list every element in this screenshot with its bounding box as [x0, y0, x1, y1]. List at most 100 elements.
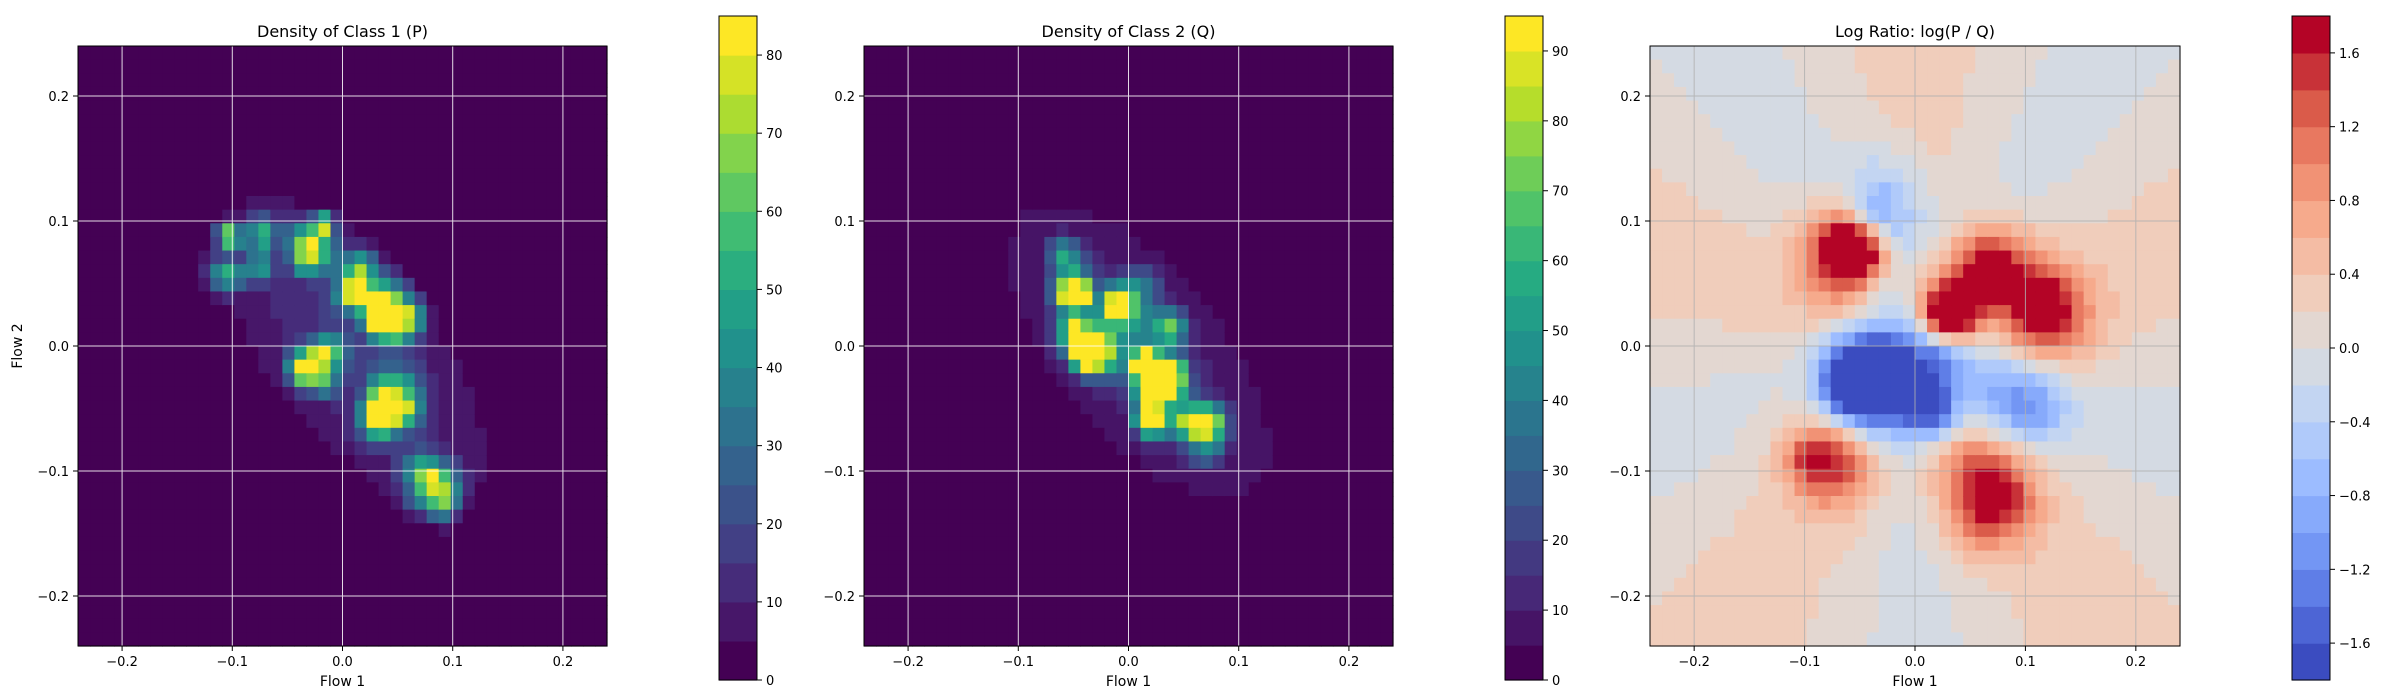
heatmap-cell [864, 100, 877, 115]
heatmap-cell [522, 550, 536, 565]
heatmap-cell [126, 632, 139, 647]
heatmap-cell [474, 618, 488, 633]
heatmap-cell [1368, 414, 1382, 429]
heatmap-cell [510, 523, 524, 538]
heatmap-cell [222, 182, 235, 197]
heatmap-cell [1344, 291, 1358, 306]
heatmap-cell [402, 127, 416, 143]
colorbar-level [719, 16, 757, 56]
heatmap-cell [972, 46, 985, 61]
heatmap-cell [534, 59, 548, 74]
heatmap-cell [1296, 141, 1310, 156]
heatmap-cell [1008, 264, 1021, 279]
heatmap-cell [210, 196, 223, 211]
heatmap-cell [234, 455, 247, 470]
heatmap-cell [258, 127, 271, 143]
heatmap-cell [984, 536, 997, 552]
heatmap-cell [426, 496, 440, 511]
heatmap-cell [534, 250, 548, 265]
heatmap-cell [1710, 73, 1723, 88]
heatmap-cell [1080, 373, 1094, 388]
heatmap-cell [474, 127, 488, 143]
heatmap-cell [1380, 127, 1394, 143]
heatmap-cell [222, 455, 235, 470]
heatmap-cell [996, 127, 1009, 143]
heatmap-cell [306, 496, 320, 511]
heatmap-cell [1686, 277, 1699, 293]
heatmap-cell [1032, 359, 1045, 374]
heatmap-cell [522, 209, 536, 224]
heatmap-cell [1332, 264, 1346, 279]
heatmap-cell [924, 591, 937, 606]
heatmap-cell [1794, 209, 1808, 224]
heatmap-cell [1332, 605, 1346, 620]
colorbar-level [1505, 120, 1543, 157]
heatmap-cell [1842, 100, 1856, 115]
heatmap-cell [1284, 618, 1298, 633]
heatmap-cell [402, 155, 416, 170]
heatmap-cell [1308, 141, 1322, 156]
heatmap-cell [486, 386, 500, 402]
heatmap-cell [1092, 155, 1106, 170]
heatmap-cell [876, 141, 889, 156]
heatmap-cell [1080, 455, 1094, 470]
heatmap-cell [1698, 441, 1711, 456]
heatmap-cell [1044, 264, 1057, 279]
heatmap-cell [972, 509, 985, 524]
heatmap-cell [1890, 386, 1904, 402]
heatmap-cell [1806, 482, 1820, 497]
heatmap-cell [1116, 577, 1130, 593]
heatmap-cell [150, 618, 163, 633]
heatmap-cell [474, 59, 488, 74]
heatmap-cell [102, 182, 115, 197]
heatmap-cell [1674, 618, 1687, 633]
heatmap-cell [318, 346, 332, 361]
heatmap-cell [1866, 414, 1880, 429]
heatmap-cell [1830, 427, 1844, 443]
heatmap-cell [1332, 291, 1346, 306]
heatmap-cell [438, 618, 452, 633]
heatmap-cell [450, 536, 464, 552]
heatmap-cell [984, 46, 997, 61]
heatmap-cell [366, 155, 380, 170]
heatmap-cell [366, 264, 380, 279]
heatmap-cell [90, 523, 103, 538]
heatmap-cell [1854, 386, 1868, 402]
heatmap-cell [222, 168, 235, 183]
heatmap-cell [1236, 359, 1250, 374]
heatmap-cell [1332, 632, 1346, 647]
heatmap-cell [330, 250, 344, 265]
heatmap-cell [936, 605, 949, 620]
heatmap-cell [510, 223, 524, 238]
heatmap-cell [582, 523, 596, 538]
heatmap-cell [936, 441, 949, 456]
heatmap-cell [1794, 100, 1808, 115]
heatmap-cell [594, 359, 608, 374]
heatmap-cell [1188, 605, 1202, 620]
heatmap-cell [498, 209, 512, 224]
heatmap-cell [198, 373, 211, 388]
heatmap-cell [234, 577, 247, 593]
heatmap-cell [486, 277, 500, 293]
heatmap-cell [510, 46, 524, 61]
heatmap-cell [570, 182, 584, 197]
heatmap-cell [1902, 400, 1916, 415]
heatmap-cell [1032, 427, 1045, 443]
heatmap-cell [1722, 196, 1735, 211]
heatmap-cell [270, 264, 283, 279]
heatmap-cell [474, 536, 488, 552]
heatmap-cell [522, 277, 536, 293]
heatmap-cell [258, 605, 271, 620]
heatmap-cell [90, 536, 103, 552]
heatmap-cell [234, 618, 247, 633]
heatmap-cell [294, 277, 308, 293]
heatmap-cell [546, 141, 560, 156]
heatmap-cell [270, 250, 283, 265]
heatmap-cell [948, 318, 961, 333]
heatmap-cell [1140, 223, 1154, 238]
heatmap-cell [972, 441, 985, 456]
heatmap-cell [1806, 414, 1820, 429]
heatmap-cell [162, 373, 175, 388]
heatmap-cell [342, 564, 356, 579]
